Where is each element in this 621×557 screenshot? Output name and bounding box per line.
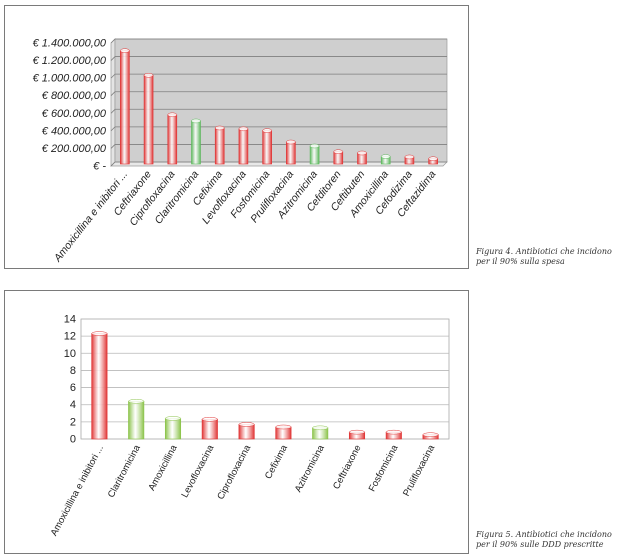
x-tick-label: Prulifloxacina — [401, 443, 438, 499]
bar-cap — [191, 118, 201, 124]
gridline-side — [110, 38, 116, 44]
gridline-side — [110, 109, 116, 114]
gridline-side — [110, 126, 116, 132]
bar-cap — [201, 417, 218, 422]
gridline-side — [110, 73, 116, 79]
bar-cap — [214, 125, 225, 131]
y-tick-label: 4 — [70, 399, 76, 411]
bar-cap — [312, 425, 329, 431]
x-tick-label: Claritromicina — [106, 443, 143, 500]
figure-4-caption: Figura 4. Antibiotici che incidono per i… — [476, 247, 621, 267]
bar-cap — [262, 128, 272, 133]
y-tick-label: € 800.000,00 — [42, 90, 107, 102]
x-tick-label: Amoxicillina — [146, 443, 180, 493]
y-tick-label: € - — [93, 161, 106, 173]
y-tick-label: 0 — [70, 434, 76, 446]
bar-cap — [333, 149, 344, 154]
bar-cap — [385, 429, 402, 435]
bar-cap — [128, 399, 145, 404]
y-tick-label: 8 — [70, 365, 76, 377]
bar — [262, 130, 272, 165]
x-tick-label: Cefixima — [263, 443, 290, 481]
bar — [286, 141, 296, 165]
x-tick-label: Levofloxacina — [179, 443, 216, 500]
x-tick-label: Ciprofloxacina — [215, 443, 253, 502]
bar-cap — [309, 143, 320, 149]
y-tick-label: 10 — [64, 348, 76, 360]
y-tick-label: 12 — [64, 331, 76, 343]
x-tick-label: Azitromicina — [293, 443, 327, 494]
bar-cap — [428, 156, 438, 161]
x-tick-label: Amoxicillina e inibitori ... — [49, 443, 106, 538]
bar-cap — [120, 48, 130, 53]
chart-panel-ddd: 0 2 4 6 8 10 12 14 Amoxicillina e inibitori ... C… — [4, 290, 469, 554]
bar — [214, 127, 225, 165]
bar — [238, 128, 249, 165]
bar — [191, 120, 201, 165]
bar — [164, 418, 182, 440]
x-tick-label: Fosfomicina — [367, 443, 401, 494]
y-tick-label: € 1.400.000,00 — [33, 38, 107, 50]
y-tick-label: € 400.000,00 — [42, 125, 107, 137]
y-tick-label: € 200.000,00 — [42, 143, 107, 155]
bar-cap — [286, 139, 296, 145]
bar-cap — [238, 422, 255, 427]
bar — [120, 50, 130, 165]
chart-panel-spesa: € - € 200.000,00 € 400.000,00 € 600.000,00 €… — [4, 5, 469, 269]
y-tick-label: € 1.000.000,00 — [33, 73, 107, 85]
chart-spesa: € - € 200.000,00 € 400.000,00 € 600.000,00 €… — [33, 38, 448, 265]
figure-5-caption: Figura 5. Antibiotici che incidono per i… — [476, 530, 621, 550]
plot-floor — [110, 161, 448, 167]
figure-5-caption-line-2: per il 90% sulle DDD prescritte — [476, 540, 604, 549]
gridline-side — [110, 91, 116, 96]
gridline-side — [110, 161, 116, 167]
bar-cap — [357, 150, 367, 156]
bar-cap — [380, 154, 391, 159]
bar-cap — [422, 432, 439, 437]
y-tick-label: € 600.000,00 — [42, 108, 107, 120]
bar-cap — [167, 112, 178, 118]
bar-cap — [349, 429, 365, 435]
bar — [143, 74, 154, 165]
bar-cap — [91, 331, 108, 336]
y-tick-label: 2 — [70, 416, 76, 428]
gridline-side — [110, 144, 116, 149]
bar-cap — [143, 73, 154, 78]
plot-area — [114, 38, 448, 163]
bar-cap — [404, 154, 415, 160]
gridline-side — [110, 56, 116, 61]
figure-5-caption-line-1: Figura 5. Antibiotici che incidono — [476, 530, 612, 539]
bar-cap — [238, 126, 249, 132]
bar-cap — [275, 424, 292, 430]
figure-4-caption-line-2: per il 90% sulla spesa — [476, 257, 565, 266]
bar — [167, 114, 178, 165]
y-tick-label: € 1.200.000,00 — [33, 55, 107, 67]
figure-4-caption-line-1: Figura 4. Antibiotici che incidono — [476, 247, 612, 256]
bar — [309, 145, 320, 165]
bar — [201, 418, 218, 440]
bar — [91, 333, 108, 440]
y-tick-label: 6 — [70, 382, 76, 394]
y-tick-label: 14 — [64, 314, 76, 326]
bar-cap — [165, 416, 181, 421]
bar — [128, 400, 145, 440]
x-tick-label: Ceftriaxone — [331, 443, 364, 491]
